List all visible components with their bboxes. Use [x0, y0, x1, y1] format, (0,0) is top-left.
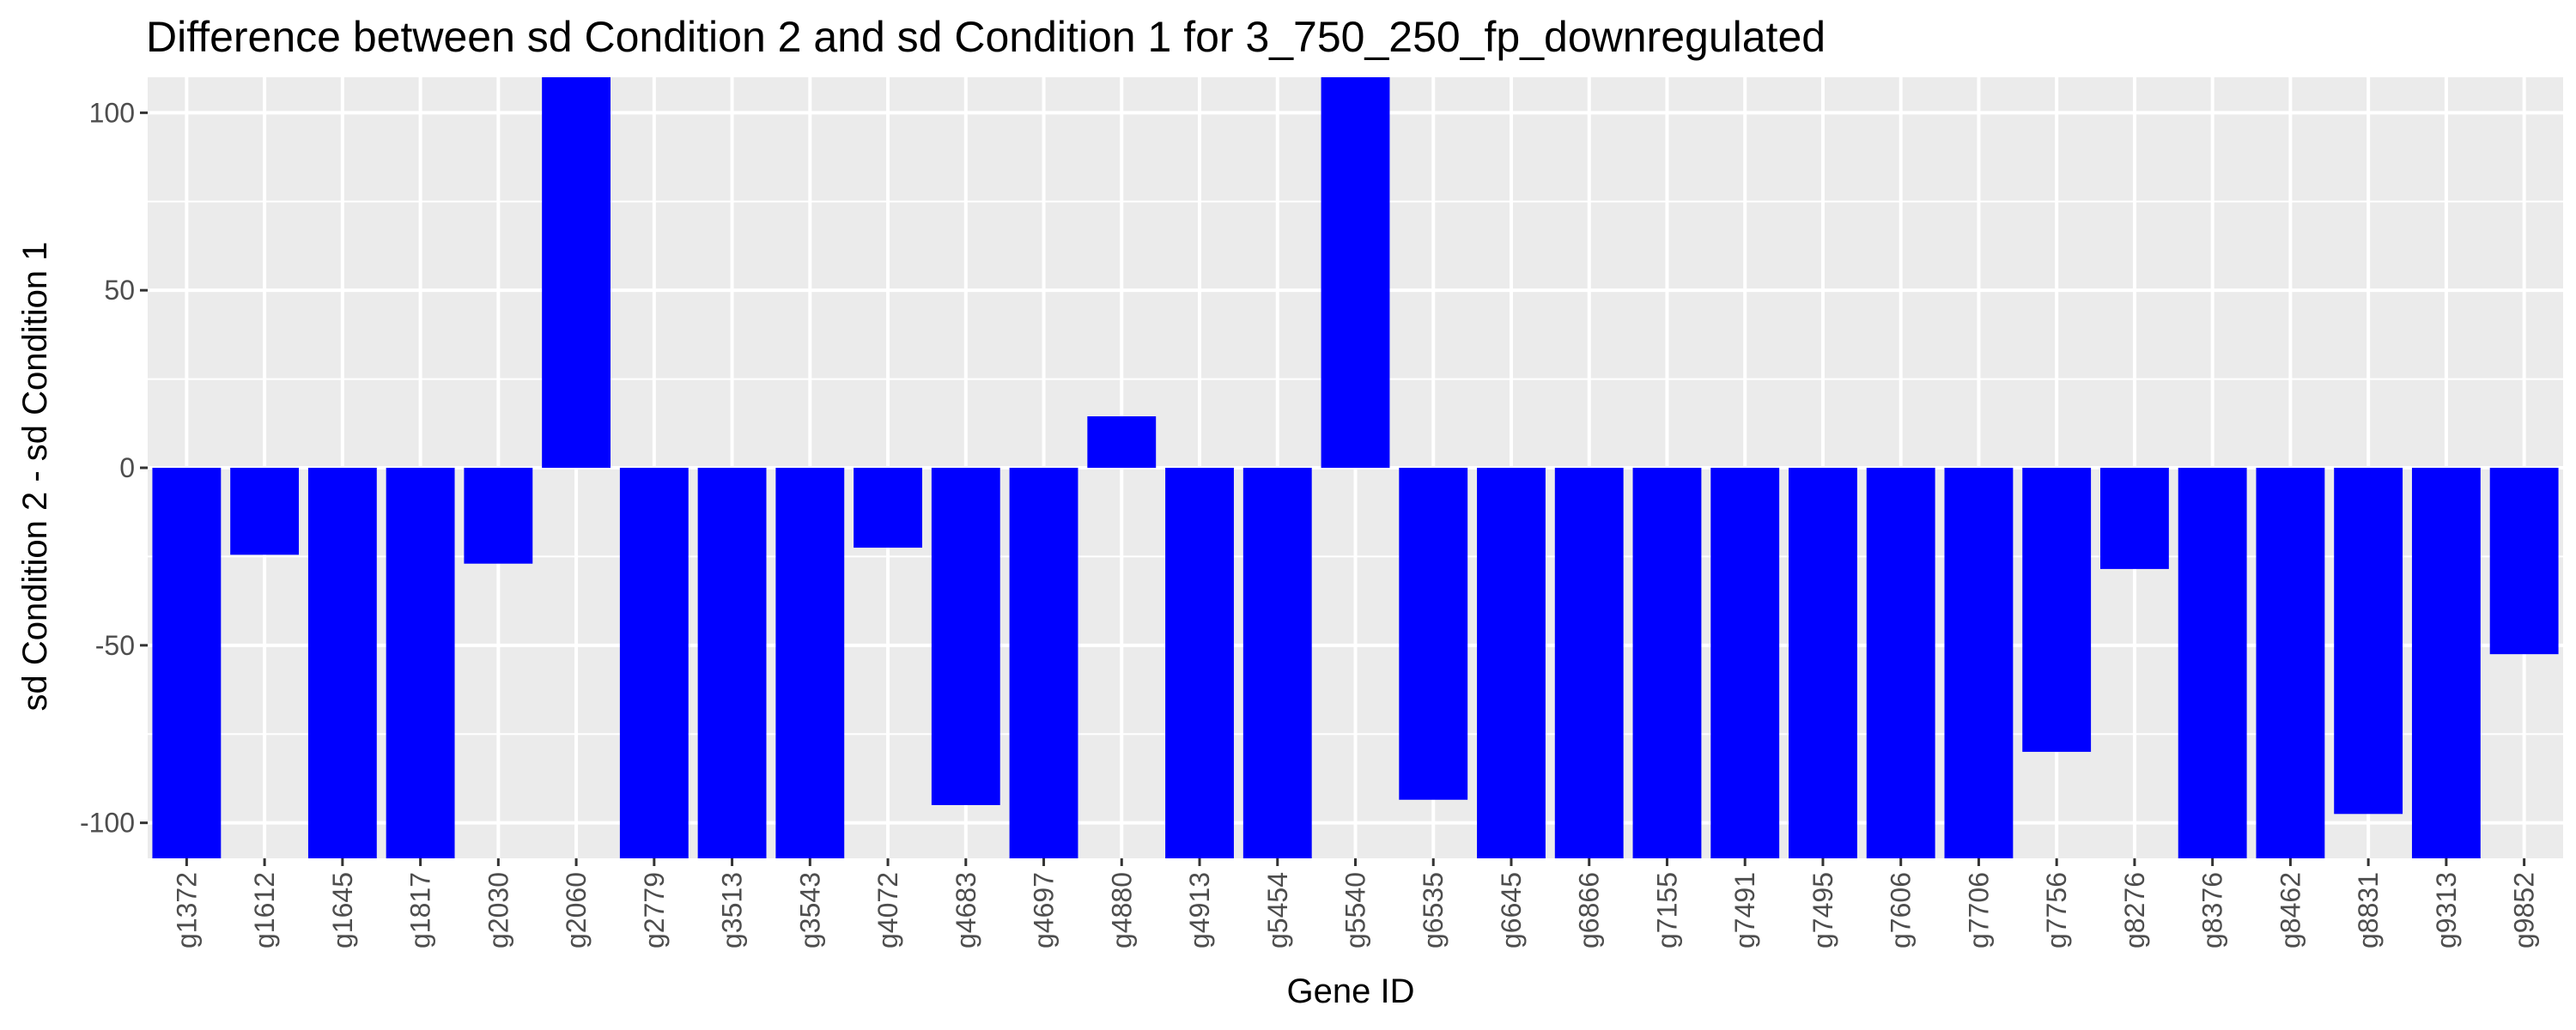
y-tick-label: -50 — [95, 630, 135, 661]
y-tick-label: 50 — [104, 275, 135, 306]
x-tick-label: g7606 — [1886, 872, 1917, 948]
bar-g7491 — [1710, 468, 1780, 858]
chart-title: Difference between sd Condition 2 and sd… — [146, 13, 1826, 61]
bar-g5454 — [1242, 468, 1312, 858]
y-axis-title: sd Condition 2 - sd Condition 1 — [16, 242, 54, 712]
x-tick-label: g4913 — [1184, 872, 1215, 948]
bar-g8462 — [2256, 468, 2325, 858]
bar-g5540 — [1321, 77, 1390, 468]
bar-g6535 — [1399, 468, 1468, 800]
bar-g4913 — [1165, 468, 1234, 858]
bar-g3513 — [697, 468, 767, 858]
bar-g2779 — [619, 468, 689, 858]
x-tick-label: g6645 — [1496, 872, 1527, 948]
x-tick-label: g2060 — [561, 872, 592, 948]
x-tick-label: g2030 — [483, 872, 513, 948]
bar-g7756 — [2022, 468, 2092, 752]
x-tick-label: g4072 — [872, 872, 903, 948]
bar-g8276 — [2099, 468, 2169, 569]
bar-g6866 — [1554, 468, 1624, 858]
bar-g2060 — [542, 77, 611, 468]
x-tick-label: g9313 — [2431, 872, 2462, 948]
bars — [152, 77, 2559, 858]
x-tick-label: g8276 — [2119, 872, 2150, 948]
x-axis-title: Gene ID — [1287, 972, 1415, 1010]
y-tick-label: -100 — [80, 808, 135, 839]
y-tick-label: 0 — [119, 452, 135, 483]
x-tick-label: g8462 — [2275, 872, 2306, 948]
x-tick-label: g1372 — [171, 872, 202, 948]
bar-g9313 — [2411, 468, 2481, 858]
bar-g4697 — [1009, 468, 1078, 858]
x-tick-label: g3543 — [794, 872, 825, 948]
x-tick-label: g7706 — [1963, 872, 1994, 948]
x-tick-label: g7491 — [1729, 872, 1760, 948]
bar-g1612 — [230, 468, 300, 555]
x-tick-label: g7155 — [1651, 872, 1682, 948]
y-axis: -100 -50 0 50 100 — [80, 97, 148, 839]
x-tick-label: g7756 — [2041, 872, 2072, 948]
x-tick-label: g8831 — [2353, 872, 2384, 948]
bar-g1817 — [386, 468, 455, 858]
bar-g7706 — [1944, 468, 2014, 858]
bar-g7606 — [1866, 468, 1935, 858]
bar-g4880 — [1087, 416, 1157, 468]
bar-g6645 — [1477, 468, 1546, 858]
bar-g2030 — [464, 468, 533, 564]
x-tick-label: g6535 — [1418, 872, 1449, 948]
x-tick-label: g6866 — [1574, 872, 1605, 948]
y-tick-label: 100 — [89, 97, 135, 128]
bar-g1372 — [152, 468, 222, 858]
bar-g7155 — [1632, 468, 1702, 858]
x-tick-label: g5540 — [1340, 872, 1371, 948]
bar-g8831 — [2334, 468, 2403, 815]
x-tick-label: g4880 — [1106, 872, 1137, 948]
x-tick-label: g7495 — [1807, 872, 1838, 948]
x-tick-label: g1817 — [405, 872, 436, 948]
x-tick-label: g4697 — [1029, 872, 1060, 948]
x-tick-label: g3513 — [717, 872, 748, 948]
x-tick-label: g1645 — [327, 872, 358, 948]
bar-g4072 — [854, 468, 922, 548]
x-tick-label: g5454 — [1262, 872, 1293, 948]
bar-g8376 — [2178, 468, 2247, 858]
bar-g1645 — [307, 468, 377, 858]
x-tick-label: g9852 — [2509, 872, 2540, 948]
x-tick-label: g2779 — [639, 872, 670, 948]
bar-g7495 — [1789, 468, 1857, 858]
x-axis: g1372 g1612 g1645 g1817 g2030 g2060 g2779 g3513… — [171, 858, 2540, 948]
x-tick-label: g8376 — [2197, 872, 2228, 948]
bar-g9852 — [2489, 468, 2559, 655]
bar-g3543 — [775, 468, 845, 858]
x-tick-label: g4683 — [951, 872, 981, 948]
bar-g4683 — [931, 468, 1000, 805]
x-tick-label: g1612 — [249, 872, 280, 948]
